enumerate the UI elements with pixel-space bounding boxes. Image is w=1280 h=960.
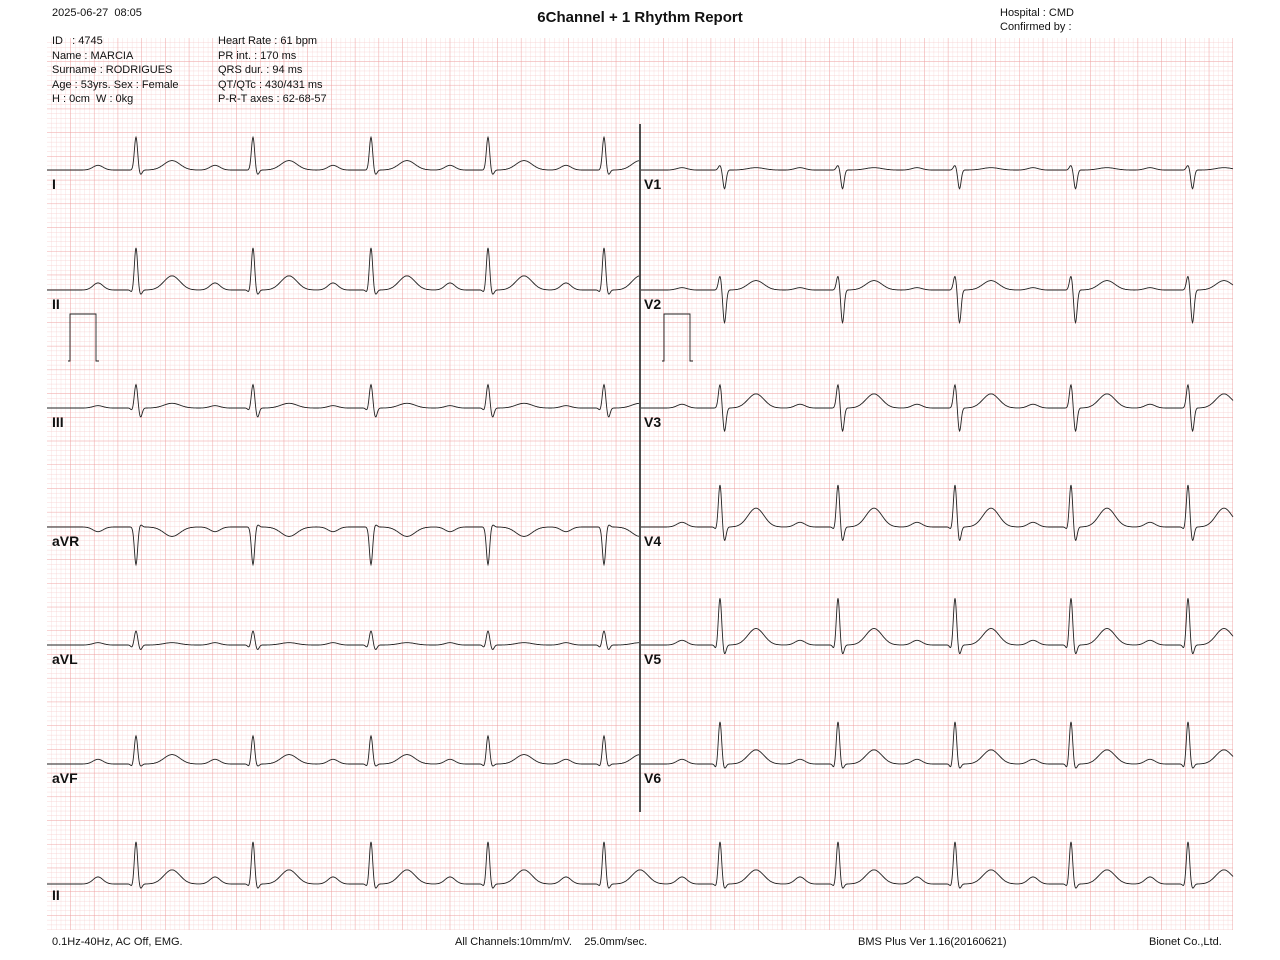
company: Bionet Co.,Ltd. [1149,936,1222,948]
lead-label: III [52,414,64,430]
patient-line: ID : 4745 [52,35,103,47]
lead-label: II [52,887,60,903]
version: BMS Plus Ver 1.16(20160621) [858,936,1007,948]
channels: All Channels:10mm/mV. 25.0mm/sec. [455,936,648,948]
measurement-line: QRS dur. : 94 ms [218,64,303,76]
lead-label: aVF [52,770,78,786]
ecg-trace [641,275,1234,325]
lead-label: aVR [52,533,80,549]
filter: 0.1Hz-40Hz, AC Off, EMG. [52,936,183,948]
lead-label: V2 [644,296,662,312]
lead-label: V6 [644,770,662,786]
patient-line: H : 0cm W : 0kg [52,93,134,105]
ecg-trace [47,524,640,567]
calibration-pulse [662,313,693,362]
lead-label: V4 [644,533,662,549]
lead-label: V3 [644,414,662,430]
ecg-trace [641,721,1234,769]
patient-line: Name : MARCIA [52,49,134,62]
datetime: 2025-06-27 08:05 [52,7,142,19]
patient-line: Age : 53yrs. Sex : Female [52,78,179,91]
ecg-trace [47,247,640,295]
hospital: Hospital : CMD [1000,7,1074,19]
ecg-trace [47,734,640,767]
ecg-trace [47,383,640,418]
ecg-trace [47,630,639,650]
ecg-trace [641,598,1234,655]
ecg-trace [641,484,1234,541]
report-title: 6Channel + 1 Rhythm Report [537,9,743,26]
ecg-trace [47,135,640,175]
waveforms [47,135,1234,889]
ecg-trace [47,841,1234,889]
lead-label: V5 [644,651,662,667]
measurement-line: Heart Rate : 61 bpm [218,35,318,47]
lead-label: I [52,176,56,192]
confirmed-by: Confirmed by : [1000,21,1072,33]
ecg-trace [641,165,1234,190]
patient-line: Surname : RODRIGUES [52,64,173,76]
calibration-pulse [68,313,99,362]
measurement-line: QT/QTc : 430/431 ms [218,78,323,91]
measurement-line: PR int. : 170 ms [218,49,297,62]
lead-label: V1 [644,176,662,192]
lead-label: II [52,296,60,312]
ecg-trace [641,383,1234,433]
measurement-line: P-R-T axes : 62-68-57 [218,93,327,105]
lead-label: aVL [52,651,78,667]
